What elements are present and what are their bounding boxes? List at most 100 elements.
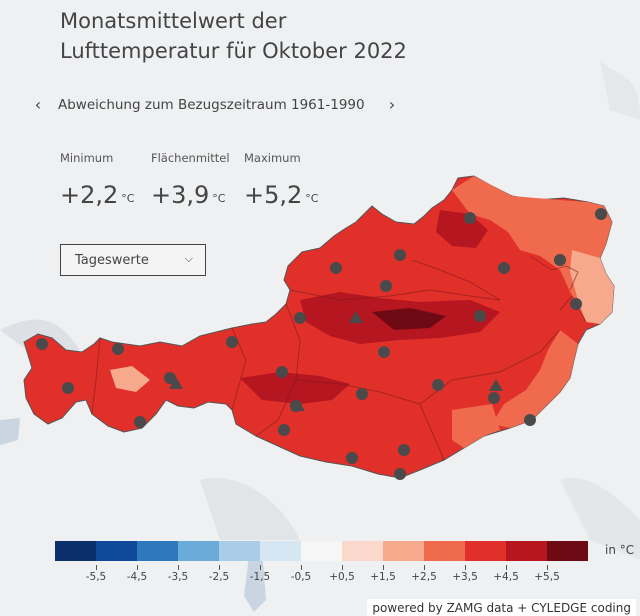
legend-swatch	[96, 541, 137, 561]
warm-zone-east	[492, 330, 578, 428]
chevron-left-icon[interactable]: ‹	[34, 95, 42, 114]
legend-ticks: -5,5 -4,5 -3,5 -2,5 -1,5 -0,5 +0,5 +1,5 +2,5 +3,5…	[55, 565, 588, 587]
station-marker[interactable]	[278, 424, 290, 436]
mountain-station-marker[interactable]	[489, 379, 503, 391]
minimum-value: +2,2 °C	[60, 181, 134, 209]
legend-swatch	[424, 541, 465, 561]
station-marker[interactable]	[488, 392, 500, 404]
station-marker[interactable]	[380, 280, 392, 292]
station-marker[interactable]	[134, 416, 146, 428]
legend-unit: in °C	[605, 543, 635, 557]
station-marker[interactable]	[356, 388, 368, 400]
warm-zone-north	[452, 176, 614, 324]
chevron-right-icon[interactable]: ›	[388, 95, 396, 114]
legend-tick-label: +4,5	[493, 571, 519, 583]
station-marker[interactable]	[112, 343, 124, 355]
station-marker[interactable]	[398, 444, 410, 456]
legend-tick-mark	[301, 565, 302, 570]
maximum-unit: °C	[305, 192, 319, 205]
maximum-value: +5,2 °C	[244, 181, 318, 209]
maximum-label: Maximum	[244, 151, 301, 165]
station-marker[interactable]	[62, 382, 74, 394]
legend-swatch	[260, 541, 301, 561]
station-marker[interactable]	[164, 372, 176, 384]
station-marker[interactable]	[498, 262, 510, 274]
legend-swatch	[219, 541, 260, 561]
legend-tick-mark	[547, 565, 548, 570]
austria-temperature-map[interactable]	[0, 160, 640, 500]
legend-tick-label: -5,5	[85, 571, 107, 583]
station-marker[interactable]	[394, 468, 406, 480]
credit-link[interactable]: powered by ZAMG data + CYLEDGE coding	[367, 599, 636, 616]
maximum-number: +5,2	[244, 181, 303, 209]
station-marker[interactable]	[226, 336, 238, 348]
station-marker[interactable]	[378, 346, 390, 358]
comparison-period-label: Abweichung zum Bezugszeitraum 1961-1990	[58, 97, 365, 113]
warm-zone-mur	[452, 404, 500, 448]
station-marker[interactable]	[554, 254, 566, 266]
station-marker[interactable]	[346, 452, 358, 464]
legend-tick-label: +1,5	[370, 571, 396, 583]
legend-swatch	[547, 541, 588, 561]
legend-tick-mark	[260, 565, 261, 570]
legend-swatch	[55, 541, 96, 561]
legend-tick-label: -4,5	[126, 571, 148, 583]
light-zone-tyrol	[110, 366, 150, 392]
very-hot-zone	[372, 308, 446, 330]
mountain-station-marker[interactable]	[349, 311, 363, 323]
legend-tick-mark	[137, 565, 138, 570]
mean-unit: °C	[212, 192, 226, 205]
station-marker[interactable]	[394, 249, 406, 261]
station-marker[interactable]	[294, 312, 306, 324]
legend-swatch	[178, 541, 219, 561]
minimum-unit: °C	[121, 192, 135, 205]
page-title: Monatsmittelwert der Lufttemperatur für …	[60, 6, 480, 66]
legend-tick-mark	[178, 565, 179, 570]
legend-tick-label: +3,5	[452, 571, 478, 583]
minimum-number: +2,2	[60, 181, 119, 209]
weather-stations	[36, 208, 607, 480]
legend-tick-label: +5,5	[534, 571, 560, 583]
legend-tick-label: -2,5	[208, 571, 230, 583]
legend-swatch	[342, 541, 383, 561]
minimum-label: Minimum	[60, 151, 114, 165]
legend-tick-mark	[424, 565, 425, 570]
station-marker[interactable]	[524, 414, 536, 426]
mean-number: +3,9	[151, 181, 210, 209]
legend-swatch	[506, 541, 547, 561]
station-marker[interactable]	[36, 338, 48, 350]
legend-tick-mark	[96, 565, 97, 570]
mountain-station-marker[interactable]	[169, 377, 183, 389]
legend-tick-label: -0,5	[290, 571, 312, 583]
hot-zone-tauern	[240, 372, 350, 404]
period-select[interactable]: Tageswerte ⌵	[60, 244, 206, 276]
mountain-station-marker[interactable]	[291, 399, 305, 411]
legend-swatch	[301, 541, 342, 561]
legend-tick-mark	[342, 565, 343, 570]
station-marker[interactable]	[464, 212, 476, 224]
legend-tick-mark	[383, 565, 384, 570]
mean-label: Flächenmittel	[151, 151, 230, 165]
station-marker[interactable]	[276, 366, 288, 378]
chevron-down-icon: ⌵	[184, 252, 193, 265]
legend-swatch	[383, 541, 424, 561]
legend-swatch	[137, 541, 178, 561]
legend-tick-label: -3,5	[167, 571, 189, 583]
station-marker[interactable]	[330, 262, 342, 274]
legend-swatch	[465, 541, 506, 561]
station-marker[interactable]	[432, 379, 444, 391]
period-select-value: Tageswerte	[75, 253, 149, 268]
legend-tick-label: -1,5	[249, 571, 271, 583]
legend-tick-label: +0,5	[329, 571, 355, 583]
mean-value: +3,9 °C	[151, 181, 225, 209]
legend-tick-mark	[465, 565, 466, 570]
title-line-1: Monatsmittelwert der	[60, 9, 287, 33]
station-marker[interactable]	[474, 310, 486, 322]
title-line-2: Lufttemperatur für Oktober 2022	[60, 39, 407, 63]
legend-tick-label: +2,5	[411, 571, 437, 583]
legend-tick-mark	[506, 565, 507, 570]
legend-tick-mark	[219, 565, 220, 570]
color-legend	[55, 541, 588, 561]
station-marker[interactable]	[595, 208, 607, 220]
station-marker[interactable]	[570, 298, 582, 310]
